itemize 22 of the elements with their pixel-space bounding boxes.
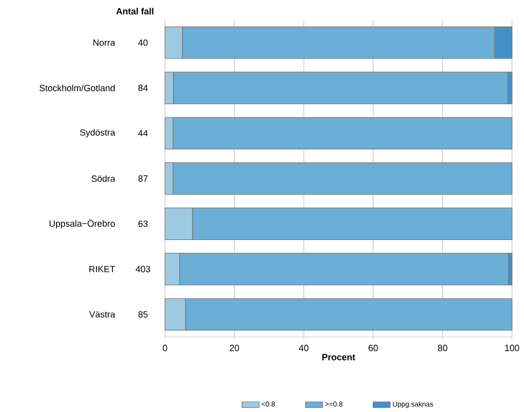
y-tick-label: Norra — [93, 40, 116, 46]
text: Antal fall — [116, 8, 154, 14]
text: 84 — [138, 84, 148, 92]
y-tick-label: Uppsala−Örebro — [50, 219, 115, 228]
x-axis-title: Procent — [322, 354, 356, 360]
y-tick-label: RIKET — [89, 266, 115, 272]
text: 403 — [136, 266, 150, 272]
y-tick-label: Västra — [89, 311, 116, 318]
text: 63 — [138, 220, 148, 227]
x-tick-label: 60 — [368, 344, 378, 352]
x-tick-label: 0 — [162, 344, 168, 352]
y-tick-label: Södra — [92, 175, 116, 182]
y-tick-label: Sydöstra — [80, 129, 116, 138]
text: 87 — [138, 175, 148, 182]
x-tick-label: 40 — [299, 344, 308, 352]
y-tick-label: Stockholm/Gotland — [40, 84, 115, 92]
x-tick-label: 20 — [230, 344, 240, 352]
text: 85 — [138, 311, 148, 318]
x-tick-label: 100 — [505, 344, 520, 352]
text: 40 — [138, 39, 148, 46]
x-tick-label: 80 — [438, 344, 448, 352]
text: 44 — [138, 130, 148, 136]
